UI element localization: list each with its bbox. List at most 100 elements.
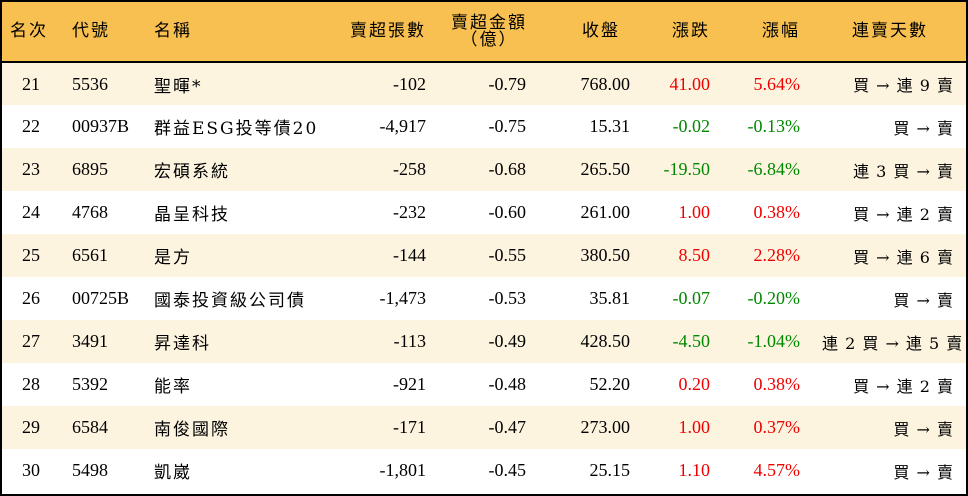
cell-name[interactable]: 晶呈科技 (154, 205, 230, 225)
cell-close: 261.00 (580, 202, 631, 222)
cell-change: -19.50 (663, 159, 711, 179)
header-oversold-amount-line1: 賣超金額 (451, 12, 527, 33)
header-pct[interactable]: 漲幅 (724, 2, 814, 63)
cell-rank: 27 (22, 331, 40, 351)
cell-change: -0.02 (672, 116, 711, 136)
cell-streak: 連 2 買 → 連 5 賣 (822, 333, 964, 353)
cell-code[interactable]: 3491 (72, 331, 108, 351)
header-rank[interactable]: 名次 (2, 2, 64, 63)
cell-streak: 買 → 連 6 賣 (853, 247, 954, 267)
cell-pct: -0.13% (747, 116, 801, 136)
cell-code[interactable]: 00725B (72, 288, 130, 308)
cell-code[interactable]: 6584 (72, 417, 108, 437)
table-row[interactable]: 25 6561 是方 -144 -0.55 380.50 8.50 2.28% … (2, 234, 966, 277)
cell-name[interactable]: 昇達科 (154, 334, 211, 354)
table-row[interactable]: 26 00725B 國泰投資級公司債 -1,473 -0.53 35.81 -0… (2, 277, 966, 320)
cell-change: 1.00 (678, 417, 711, 437)
cell-name[interactable]: 群益ESG投等債20 (154, 119, 319, 139)
cell-close: 15.31 (589, 116, 631, 136)
table-row[interactable]: 21 5536 聖暉* -102 -0.79 768.00 41.00 5.64… (2, 62, 966, 105)
header-code[interactable]: 代號 (64, 2, 142, 63)
table-row[interactable]: 28 5392 能率 -921 -0.48 52.20 0.20 0.38% 買… (2, 363, 966, 406)
cell-close: 265.50 (580, 159, 631, 179)
header-oversold-amount-line2: （億） (460, 29, 518, 50)
cell-oversold-amount: -0.55 (488, 245, 527, 265)
cell-change: -4.50 (672, 331, 711, 351)
cell-streak: 買 → 賣 (893, 462, 954, 482)
cell-oversold-amount: -0.45 (488, 460, 527, 480)
table-row[interactable]: 30 5498 凱崴 -1,801 -0.45 25.15 1.10 4.57%… (2, 449, 966, 492)
cell-oversold-lots: -232 (393, 202, 426, 222)
cell-oversold-amount: -0.49 (488, 331, 527, 351)
cell-change: -0.07 (672, 288, 711, 308)
cell-oversold-amount: -0.60 (488, 202, 527, 222)
cell-oversold-lots: -921 (393, 374, 426, 394)
cell-code[interactable]: 5536 (72, 73, 108, 94)
header-name[interactable]: 名稱 (142, 2, 342, 63)
cell-code[interactable]: 4768 (72, 202, 108, 222)
cell-streak: 買 → 賣 (893, 419, 954, 439)
cell-oversold-lots: -113 (393, 331, 426, 351)
cell-name[interactable]: 聖暉* (154, 76, 203, 97)
cell-rank: 22 (22, 116, 40, 136)
cell-pct: 4.57% (753, 460, 801, 480)
cell-streak: 買 → 連 9 賣 (853, 76, 954, 95)
header-change[interactable]: 漲跌 (634, 2, 724, 63)
cell-close: 380.50 (580, 245, 631, 265)
cell-pct: 2.28% (753, 245, 801, 265)
cell-name[interactable]: 國泰投資級公司債 (154, 291, 306, 311)
cell-pct: 0.38% (753, 202, 801, 222)
cell-code[interactable]: 6561 (72, 245, 108, 265)
table-row[interactable]: 22 00937B 群益ESG投等債20 -4,917 -0.75 15.31 … (2, 105, 966, 148)
cell-streak: 買 → 賣 (893, 290, 954, 310)
cell-pct: 5.64% (753, 73, 801, 94)
cell-oversold-amount: -0.68 (488, 159, 527, 179)
cell-oversold-amount: -0.79 (488, 73, 527, 94)
cell-name[interactable]: 能率 (154, 377, 192, 397)
cell-rank: 21 (22, 73, 40, 94)
cell-change: 1.00 (678, 202, 711, 222)
cell-rank: 25 (22, 245, 40, 265)
cell-pct: -1.04% (747, 331, 801, 351)
cell-pct: 0.37% (753, 417, 801, 437)
cell-oversold-lots: -1,801 (379, 460, 427, 480)
cell-oversold-lots: -102 (393, 73, 426, 94)
cell-rank: 28 (22, 374, 40, 394)
cell-code[interactable]: 00937B (72, 116, 130, 136)
cell-rank: 26 (22, 288, 40, 308)
table-row[interactable]: 27 3491 昇達科 -113 -0.49 428.50 -4.50 -1.0… (2, 320, 966, 363)
cell-name[interactable]: 凱崴 (154, 463, 192, 483)
cell-close: 52.20 (589, 374, 631, 394)
header-oversold-lots[interactable]: 賣超張數 (342, 2, 434, 63)
cell-code[interactable]: 5498 (72, 460, 108, 480)
header-close[interactable]: 收盤 (544, 2, 634, 63)
cell-name[interactable]: 南俊國際 (154, 420, 230, 440)
cell-oversold-amount: -0.48 (488, 374, 527, 394)
cell-rank: 24 (22, 202, 40, 222)
cell-close: 768.00 (580, 73, 631, 94)
cell-code[interactable]: 6895 (72, 159, 108, 179)
cell-close: 25.15 (589, 460, 631, 480)
table-row[interactable]: 29 6584 南俊國際 -171 -0.47 273.00 1.00 0.37… (2, 406, 966, 449)
cell-pct: -6.84% (747, 159, 801, 179)
cell-change: 0.20 (678, 374, 711, 394)
cell-code[interactable]: 5392 (72, 374, 108, 394)
cell-oversold-amount: -0.75 (488, 116, 527, 136)
table-row[interactable]: 23 6895 宏碩系統 -258 -0.68 265.50 -19.50 -6… (2, 148, 966, 191)
cell-change: 41.00 (669, 73, 711, 94)
cell-change: 8.50 (678, 245, 711, 265)
cell-pct: -0.20% (747, 288, 801, 308)
cell-close: 273.00 (580, 417, 631, 437)
header-streak[interactable]: 連賣天數 (814, 2, 966, 63)
cell-name[interactable]: 宏碩系統 (154, 162, 230, 182)
cell-oversold-amount: -0.47 (488, 417, 527, 437)
cell-close: 428.50 (580, 331, 631, 351)
header-oversold-amount[interactable]: 賣超金額 （億） (434, 2, 544, 63)
cell-rank: 29 (22, 417, 40, 437)
cell-streak: 買 → 賣 (893, 118, 954, 138)
cell-oversold-lots: -171 (393, 417, 426, 437)
cell-name[interactable]: 是方 (154, 248, 192, 268)
table-row[interactable]: 24 4768 晶呈科技 -232 -0.60 261.00 1.00 0.38… (2, 191, 966, 234)
